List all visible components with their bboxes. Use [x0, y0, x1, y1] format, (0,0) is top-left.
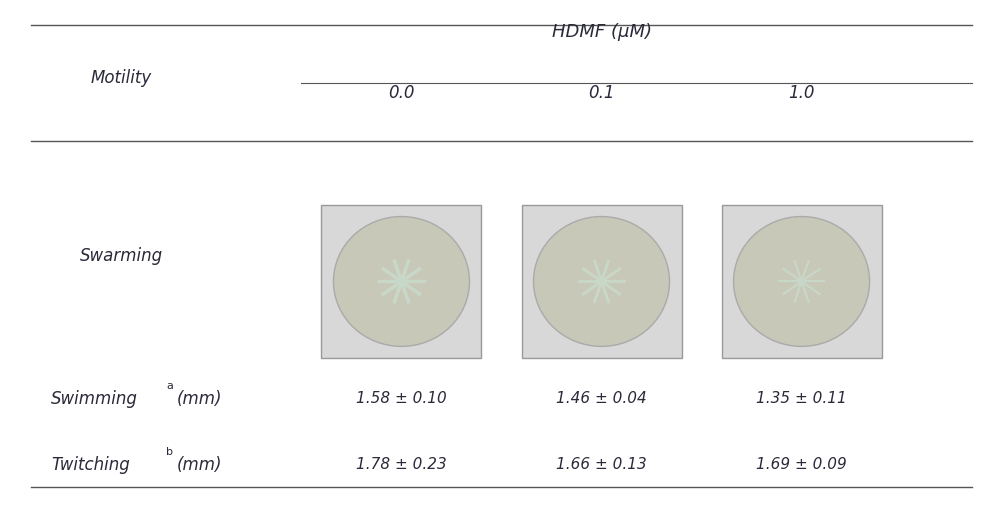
Text: 1.69 ± 0.09: 1.69 ± 0.09: [756, 457, 846, 472]
Text: b: b: [166, 447, 173, 457]
Ellipse shape: [533, 217, 669, 347]
Text: 1.35 ± 0.11: 1.35 ± 0.11: [756, 391, 846, 406]
Text: Motility: Motility: [91, 69, 152, 87]
Text: 1.58 ± 0.10: 1.58 ± 0.10: [356, 391, 447, 406]
Bar: [720, 205, 881, 358]
Text: (mm): (mm): [176, 390, 221, 408]
Ellipse shape: [333, 217, 469, 347]
Ellipse shape: [732, 217, 869, 347]
Bar: [321, 205, 481, 358]
Text: (mm): (mm): [176, 456, 221, 474]
Text: Swarming: Swarming: [80, 247, 162, 265]
Text: HDMF (μM): HDMF (μM): [551, 23, 651, 41]
Text: 0.1: 0.1: [588, 84, 614, 102]
Text: Twitching: Twitching: [51, 456, 130, 474]
Text: 1.66 ± 0.13: 1.66 ± 0.13: [555, 457, 646, 472]
Text: 0.0: 0.0: [388, 84, 414, 102]
Text: Swimming: Swimming: [51, 390, 138, 408]
Text: 1.46 ± 0.04: 1.46 ± 0.04: [555, 391, 646, 406]
Text: 1.0: 1.0: [788, 84, 814, 102]
Text: a: a: [166, 381, 173, 391]
Text: 1.78 ± 0.23: 1.78 ± 0.23: [356, 457, 447, 472]
Bar: [521, 205, 681, 358]
